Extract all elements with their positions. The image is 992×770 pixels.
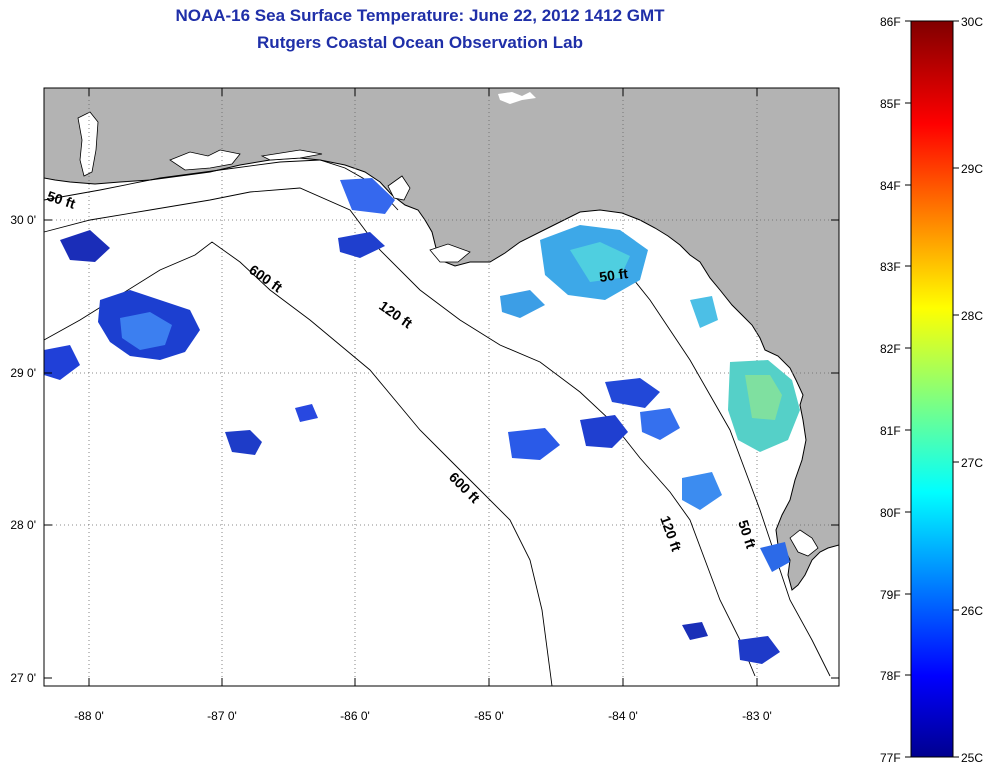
colorbar-f-label: 83F [880, 260, 901, 274]
y-axis-labels: 30 0' 29 0' 28 0' 27 0' [10, 213, 36, 685]
tampa-bay [789, 529, 819, 557]
colorbar-f-label: 77F [880, 751, 901, 765]
apalachicola-bay [429, 243, 471, 263]
bathymetry-contours [43, 159, 831, 687]
axis-ticks [44, 88, 839, 686]
sst-patches [44, 178, 800, 664]
colorbar-c-label: 26C [961, 604, 983, 618]
choctawhatchee-bay [260, 149, 323, 161]
colorbar [910, 20, 954, 758]
colorbar-c-label: 29C [961, 162, 983, 176]
colorbar-f-label: 80F [880, 506, 901, 520]
colorbar-f-label: 79F [880, 588, 901, 602]
y-tick-label: 29 0' [10, 366, 36, 380]
x-tick-label: -86 0' [340, 709, 370, 723]
graticule [44, 88, 839, 686]
colorbar-c-label: 30C [961, 15, 983, 29]
pensacola-bay [169, 149, 241, 171]
x-axis-labels: -88 0' -87 0' -86 0' -85 0' -84 0' -83 0… [74, 709, 772, 723]
colorbar-c-labels: 30C 29C 28C 27C 26C 25C [961, 15, 983, 765]
contour-label: 50 ft [598, 265, 629, 285]
x-tick-label: -83 0' [742, 709, 772, 723]
colorbar-f-label: 78F [880, 669, 901, 683]
colorbar-f-label: 84F [880, 179, 901, 193]
mobile-bay [77, 111, 99, 177]
y-tick-label: 27 0' [10, 671, 36, 685]
colorbar-ticks [905, 20, 959, 758]
x-tick-label: -88 0' [74, 709, 104, 723]
colorbar-c-label: 27C [961, 456, 983, 470]
y-tick-label: 30 0' [10, 213, 36, 227]
colorbar-c-label: 25C [961, 751, 983, 765]
x-tick-label: -84 0' [608, 709, 638, 723]
st-andrew-bay [387, 175, 411, 201]
colorbar-f-labels: 86F 85F 84F 83F 82F 81F 80F 79F 78F 77F [880, 15, 901, 765]
colorbar-f-label: 86F [880, 15, 901, 29]
colorbar-c-label: 28C [961, 309, 983, 323]
map-frame [43, 87, 840, 687]
map-title: NOAA-16 Sea Surface Temperature: June 22… [175, 6, 665, 25]
x-tick-label: -87 0' [207, 709, 237, 723]
map-subtitle: Rutgers Coastal Ocean Observation Lab [257, 33, 583, 52]
colorbar-f-label: 81F [880, 424, 901, 438]
x-tick-label: -85 0' [474, 709, 504, 723]
colorbar-f-label: 82F [880, 342, 901, 356]
y-tick-label: 28 0' [10, 518, 36, 532]
colorbar-f-label: 85F [880, 97, 901, 111]
inland-lake [498, 92, 536, 104]
